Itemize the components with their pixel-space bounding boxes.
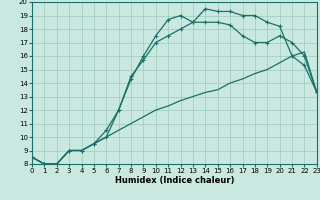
X-axis label: Humidex (Indice chaleur): Humidex (Indice chaleur) <box>115 176 234 185</box>
